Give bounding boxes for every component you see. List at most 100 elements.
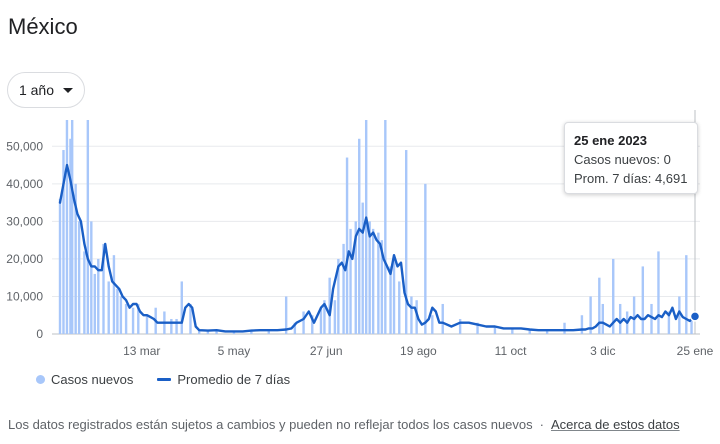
- daily-case-bar: [424, 183, 427, 334]
- tooltip-new-cases-label: Casos nuevos:: [574, 152, 660, 167]
- daily-case-bar: [189, 303, 192, 334]
- x-tick-label: 19 ago: [400, 344, 437, 358]
- about-data-link[interactable]: Acerca de estos datos: [550, 417, 680, 432]
- daily-case-bar: [302, 311, 305, 334]
- daily-case-bar: [511, 328, 514, 334]
- daily-case-bar: [589, 296, 592, 334]
- daily-case-bar: [528, 329, 531, 334]
- hover-point-marker: [689, 311, 701, 322]
- daily-case-bar: [405, 150, 408, 334]
- daily-case-bar: [377, 232, 380, 334]
- x-tick-label: 25 ene: [677, 344, 714, 358]
- daily-case-bar: [90, 221, 93, 334]
- daily-case-bar: [74, 183, 77, 334]
- daily-case-bar: [137, 303, 140, 334]
- daily-case-bar: [175, 318, 178, 334]
- daily-case-bar: [342, 243, 345, 334]
- daily-case-bar: [328, 277, 331, 334]
- chart-tooltip: 25 ene 2023 Casos nuevos: 0 Prom. 7 días…: [564, 122, 698, 194]
- tooltip-average-value: 4,691: [654, 171, 688, 186]
- daily-case-bar: [389, 266, 392, 334]
- dropdown-caret-icon: [63, 87, 74, 93]
- daily-case-bar: [170, 318, 173, 334]
- daily-case-bar: [116, 288, 119, 334]
- daily-case-bar: [650, 303, 653, 334]
- data-disclaimer: Los datos registrados están sujetos a ca…: [8, 417, 680, 432]
- y-tick-label: 30,000: [6, 214, 43, 228]
- daily-case-bar: [632, 296, 636, 334]
- daily-case-bar: [441, 303, 444, 334]
- daily-case-bar: [333, 300, 337, 334]
- daily-case-bar: [345, 157, 349, 334]
- daily-case-bar: [112, 255, 116, 334]
- daily-case-bar: [612, 258, 615, 334]
- daily-case-bar: [364, 120, 368, 334]
- daily-case-bar: [267, 330, 270, 334]
- daily-case-bar: [598, 277, 601, 334]
- y-tick-label: 40,000: [6, 177, 43, 191]
- x-tick-label: 27 jun: [310, 344, 343, 358]
- daily-case-bar: [206, 330, 210, 334]
- daily-case-bar: [293, 322, 297, 334]
- daily-case-bar: [493, 326, 497, 334]
- daily-case-bar: [601, 303, 604, 334]
- daily-case-bar: [618, 303, 622, 334]
- daily-case-bar: [392, 258, 396, 334]
- daily-case-bar: [354, 221, 357, 334]
- daily-case-bar: [107, 281, 110, 334]
- daily-case-bar: [62, 150, 65, 334]
- x-tick-label: 13 mar: [123, 344, 160, 358]
- daily-case-bar: [93, 273, 96, 334]
- x-axis-labels: 13 mar 5 may 27 jun 19 ago 11 oct 3 dic 25 ene: [123, 344, 714, 358]
- daily-case-bar: [119, 296, 123, 334]
- x-tick-label: 3 dic: [590, 344, 615, 358]
- daily-case-bar: [102, 243, 105, 334]
- daily-case-bar: [197, 329, 201, 334]
- y-axis-labels: 0 10,000 20,000 30,000 40,000 50,000: [6, 139, 43, 341]
- tooltip-new-cases-value: 0: [663, 152, 671, 167]
- x-tick-label: 11 oct: [495, 344, 527, 358]
- daily-case-bar: [361, 202, 364, 334]
- daily-case-bar: [545, 330, 549, 334]
- daily-case-bar: [380, 240, 384, 334]
- time-range-label: 1 año: [18, 82, 55, 98]
- time-range-dropdown[interactable]: 1 año: [7, 72, 85, 108]
- daily-case-bar: [77, 221, 81, 334]
- daily-case-bar: [232, 331, 236, 334]
- daily-case-bar: [180, 281, 183, 334]
- daily-case-bar: [284, 296, 288, 334]
- daily-case-bar: [70, 120, 74, 334]
- daily-case-bar: [215, 330, 218, 334]
- daily-case-bar: [337, 258, 340, 334]
- daily-case-bar: [124, 303, 128, 334]
- daily-case-bar: [678, 296, 681, 334]
- daily-case-bar: [250, 330, 253, 334]
- daily-cases-bars: [58, 120, 693, 334]
- daily-case-bar: [145, 315, 149, 334]
- y-tick-label: 0: [36, 327, 43, 341]
- daily-case-bar: [685, 255, 688, 334]
- bars-legend-label: Casos nuevos: [51, 372, 134, 387]
- daily-case-bar: [580, 315, 584, 334]
- daily-case-bar: [641, 266, 645, 334]
- daily-case-bar: [368, 221, 371, 334]
- daily-case-bar: [667, 311, 671, 334]
- daily-case-bar: [86, 120, 90, 334]
- daily-case-bar: [323, 300, 326, 334]
- daily-case-bar: [476, 322, 479, 334]
- cases-chart[interactable]: 0 10,000 20,000 30,000 40,000 50,000 13 mar 5 …: [0, 110, 720, 360]
- daily-case-bar: [371, 228, 375, 334]
- daily-case-bar: [431, 315, 434, 334]
- tooltip-new-cases: Casos nuevos: 0: [574, 150, 697, 169]
- daily-case-bar: [58, 198, 62, 334]
- y-tick-label: 50,000: [6, 139, 43, 153]
- daily-case-bar: [319, 307, 323, 334]
- daily-case-bar: [131, 307, 135, 334]
- daily-case-bar: [398, 281, 401, 334]
- daily-case-bar: [97, 258, 100, 334]
- disclaimer-text: Los datos registrados están sujetos a ca…: [8, 417, 533, 432]
- chart-gridlines: [52, 145, 700, 335]
- chart-legend: Casos nuevos Promedio de 7 días: [36, 372, 290, 387]
- daily-case-bar: [458, 318, 462, 334]
- x-tick-label: 5 may: [218, 344, 251, 358]
